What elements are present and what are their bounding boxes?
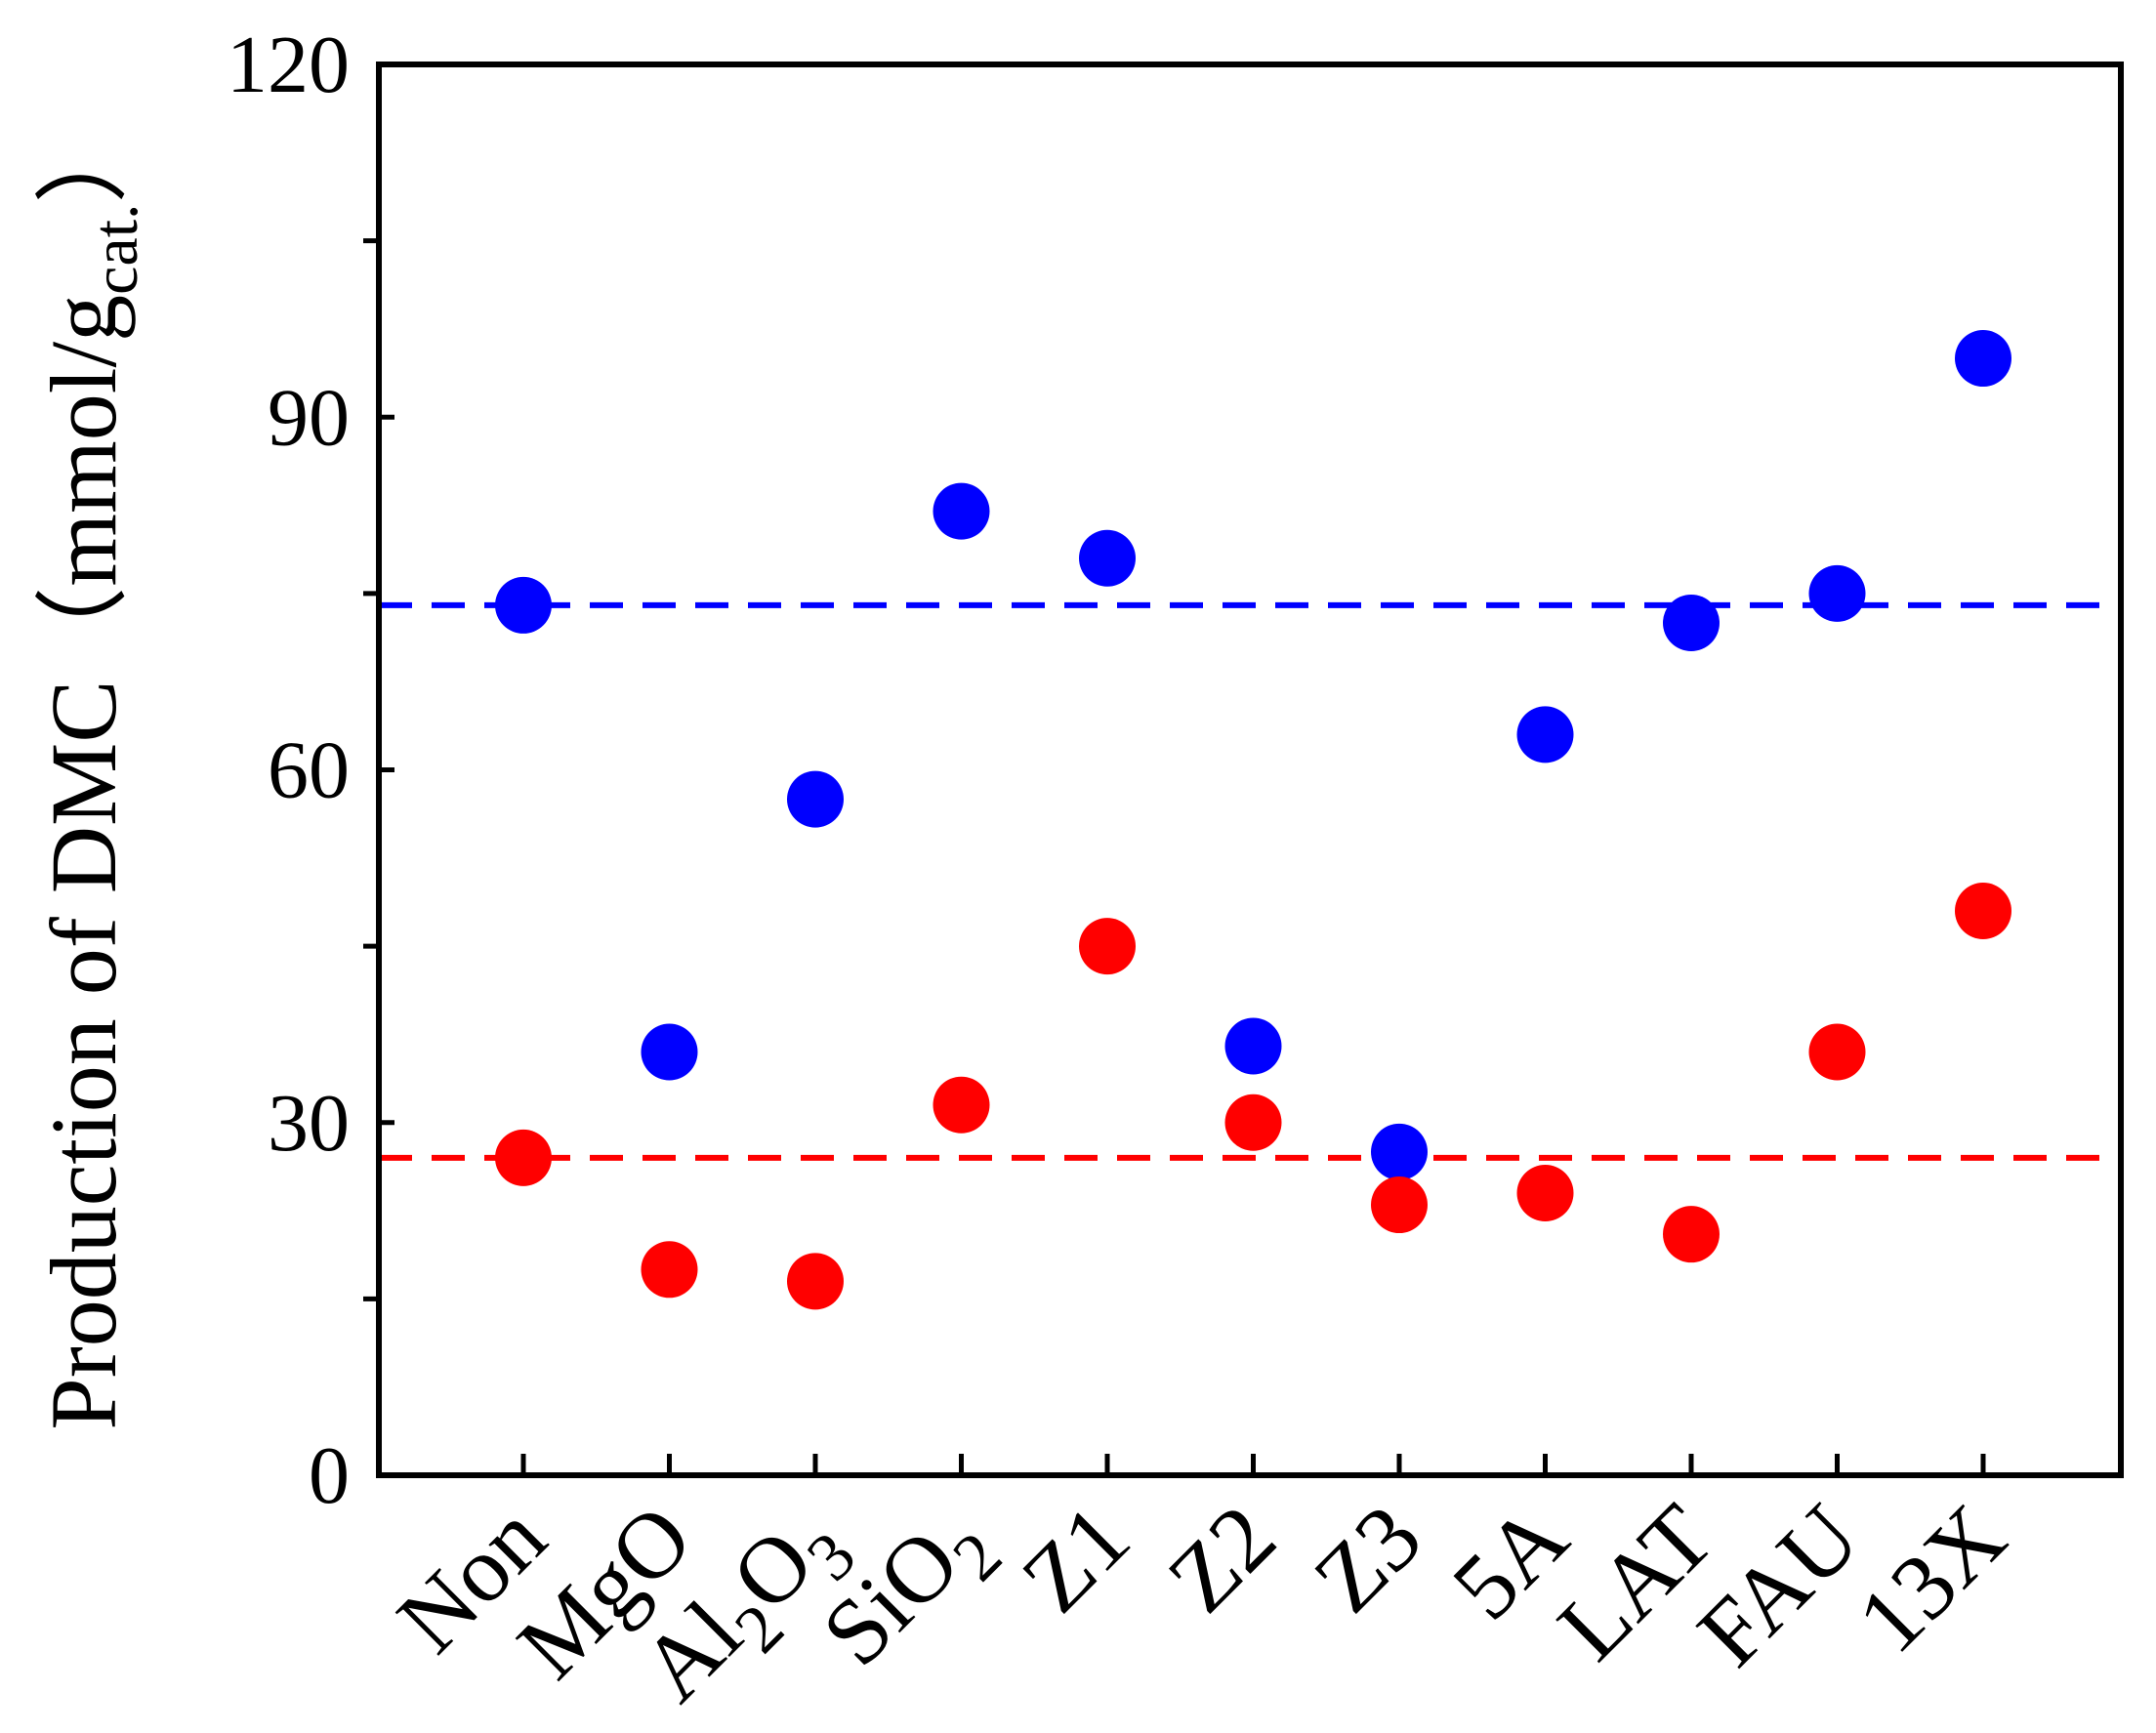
point-series1-3: [787, 770, 844, 828]
point-series2-4: [933, 1076, 990, 1134]
data-points: [495, 330, 2011, 1310]
y-axis-ticks: 0 30 60 90 120: [227, 20, 394, 1521]
x-label: Z3: [1294, 1484, 1441, 1631]
point-series1-1: [495, 576, 552, 634]
point-series2-9: [1663, 1206, 1720, 1263]
point-series2-1: [495, 1129, 552, 1186]
point-series2-11: [1955, 883, 2011, 939]
y-axis-title-subscript: cat.: [80, 203, 151, 294]
point-series1-9: [1663, 594, 1720, 651]
y-axis-title: Production of DMC（mmol/gcat.）: [31, 109, 151, 1429]
y-axis-title-main: Production of DMC（mmol/g: [31, 295, 136, 1430]
y-tick-label: 60: [268, 725, 350, 816]
point-series1-8: [1516, 706, 1574, 763]
y-tick-label: 0: [309, 1430, 350, 1521]
x-axis-ticks: [520, 1454, 1986, 1475]
point-series2-8: [1516, 1165, 1574, 1221]
x-label: Z1: [1002, 1484, 1149, 1631]
point-series2-2: [641, 1241, 698, 1299]
point-series2-7: [1371, 1176, 1428, 1234]
point-series1-7: [1371, 1123, 1428, 1180]
point-series1-4: [933, 482, 990, 540]
point-series2-10: [1808, 1023, 1866, 1081]
y-tick-label: 30: [268, 1078, 350, 1169]
y-tick-label: 120: [227, 20, 350, 110]
x-label: 13X: [1837, 1484, 2025, 1672]
x-label: Z2: [1147, 1484, 1295, 1631]
point-series2-5: [1079, 918, 1136, 975]
point-series1-11: [1955, 330, 2011, 388]
x-label: SiO2: [802, 1484, 1016, 1698]
point-series1-5: [1079, 529, 1136, 587]
point-series2-3: [787, 1253, 844, 1310]
point-series2-6: [1224, 1093, 1282, 1151]
point-series1-6: [1224, 1017, 1282, 1075]
x-label: LAT: [1538, 1484, 1733, 1679]
x-label: FAU: [1678, 1484, 1879, 1685]
point-series1-2: [641, 1023, 698, 1081]
reference-lines: [379, 601, 2121, 1161]
y-axis-title-close: ）: [31, 109, 136, 203]
plot-frame: [376, 62, 2124, 1478]
y-tick-label: 90: [268, 372, 350, 463]
point-series1-10: [1808, 564, 1866, 622]
